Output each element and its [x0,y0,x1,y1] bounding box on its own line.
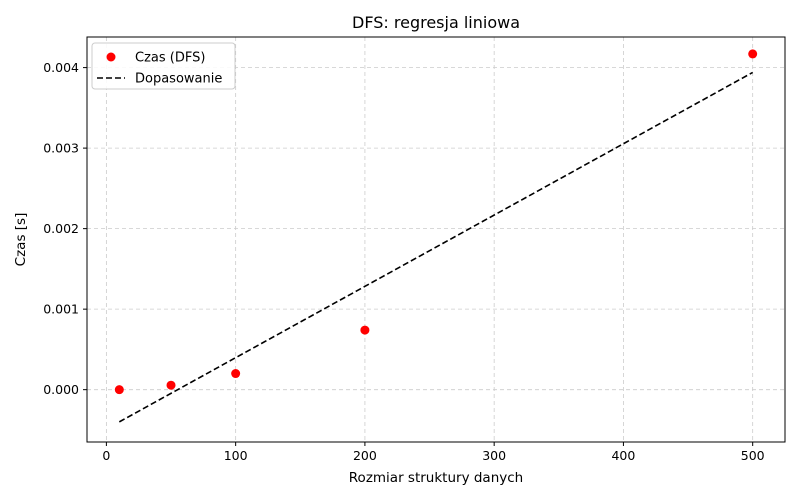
legend-label: Czas (DFS) [135,51,205,66]
plot-area [114,49,758,423]
y-tick-label: 0.002 [43,221,79,236]
scatter-point [748,49,758,59]
scatter-point [114,385,124,395]
x-axis-label: Rozmiar struktury danych [349,470,523,486]
y-tick-label: 0.004 [43,60,79,75]
x-tick-label: 0 [102,448,110,463]
x-tick-label: 400 [611,448,635,463]
legend-box [91,42,236,90]
scatter-point [360,325,370,335]
y-axis-label: Czas [s] [13,213,29,267]
y-tick-label: 0.003 [43,141,79,156]
legend-label: Dopasowanie [135,72,222,87]
x-tick-label: 500 [741,448,765,463]
fit-line [118,71,754,423]
grid [87,37,785,442]
axes-frame [86,36,786,443]
x-tick-label: 100 [224,448,248,463]
legend: Czas (DFS) Dopasowanie [91,42,236,90]
scatter-point [231,369,241,379]
y-tick-label: 0.000 [43,382,79,397]
scatter-point [166,380,176,390]
x-tick-label: 300 [482,448,506,463]
ticks: 0 100 200 300 400 500 0.000 0.001 0.002 0.003 0.00… [43,60,764,463]
x-tick-label: 200 [353,448,377,463]
chart-title: DFS: regresja liniowa [352,13,520,32]
y-tick-label: 0.001 [43,302,79,317]
legend-marker [106,52,116,62]
